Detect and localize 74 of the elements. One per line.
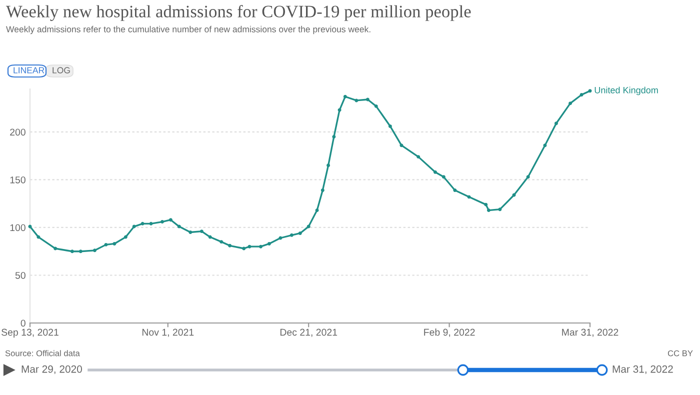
point (338, 108, 342, 112)
point (315, 208, 319, 212)
point (160, 220, 164, 224)
point (140, 222, 144, 226)
point (580, 92, 584, 96)
point (124, 235, 128, 239)
x-tick-label: Mar 31, 2022 (562, 328, 618, 337)
point (70, 250, 74, 254)
point (200, 230, 204, 234)
line-series (28, 89, 592, 254)
y-tick-label: 200 (10, 128, 26, 136)
text: LINEAR (14, 67, 44, 74)
point (320, 188, 324, 192)
chart-subtitle: Weekly admissions refer to the cumulative number of new admissions over the previous week. (6, 26, 370, 34)
point (92, 248, 96, 252)
y-tick-label: 100 (10, 224, 26, 232)
point (388, 124, 392, 128)
point (498, 208, 502, 212)
point (188, 230, 192, 234)
point (467, 195, 471, 199)
series-label: United Kingdom (594, 86, 658, 96)
point (526, 175, 530, 179)
text: Mar 29, 2020 (22, 365, 82, 374)
point (588, 89, 592, 93)
point (416, 155, 420, 159)
point (433, 170, 437, 174)
point (354, 98, 358, 102)
point (512, 193, 516, 197)
x-tick-label: Feb 9, 2022 (424, 328, 475, 337)
point (112, 242, 116, 246)
point (248, 244, 252, 248)
point (298, 231, 302, 235)
point (486, 208, 490, 212)
point (177, 224, 181, 228)
point (149, 222, 153, 226)
point (442, 175, 446, 179)
point (208, 235, 212, 239)
point (568, 102, 572, 106)
point (78, 250, 82, 254)
point (259, 244, 262, 248)
point (366, 98, 370, 102)
point (220, 240, 224, 244)
point (54, 246, 58, 250)
point (290, 233, 294, 237)
x-tick-label: Nov 1, 2021 (142, 328, 194, 337)
point (326, 164, 330, 168)
point (306, 224, 310, 228)
y-tick-label: 0 (20, 320, 26, 327)
point (228, 244, 232, 248)
point (104, 242, 108, 246)
point (36, 235, 40, 239)
point (168, 218, 172, 222)
point (453, 188, 457, 192)
point (400, 144, 404, 148)
source-note: Source: Official data (5, 350, 80, 356)
point (484, 202, 488, 206)
text: Mar 31, 2022 (612, 365, 673, 374)
point (242, 246, 246, 250)
point (332, 135, 336, 138)
y-tick-label: 50 (15, 272, 26, 279)
point (543, 144, 547, 148)
text: LOG (52, 67, 70, 74)
point (267, 242, 271, 246)
x-tick-label: Dec 21, 2021 (280, 328, 338, 337)
point (132, 224, 136, 228)
x-tick-label: Sep 13, 2021 (2, 328, 58, 338)
y-tick-label: 150 (10, 176, 26, 184)
point (554, 122, 558, 126)
text: CC BY (668, 350, 693, 356)
point (374, 104, 378, 108)
point (278, 236, 282, 240)
point (28, 224, 32, 228)
point (343, 94, 347, 98)
chart-title: Weekly new hospital admissions for COVID-19 per million people (6, 5, 471, 21)
